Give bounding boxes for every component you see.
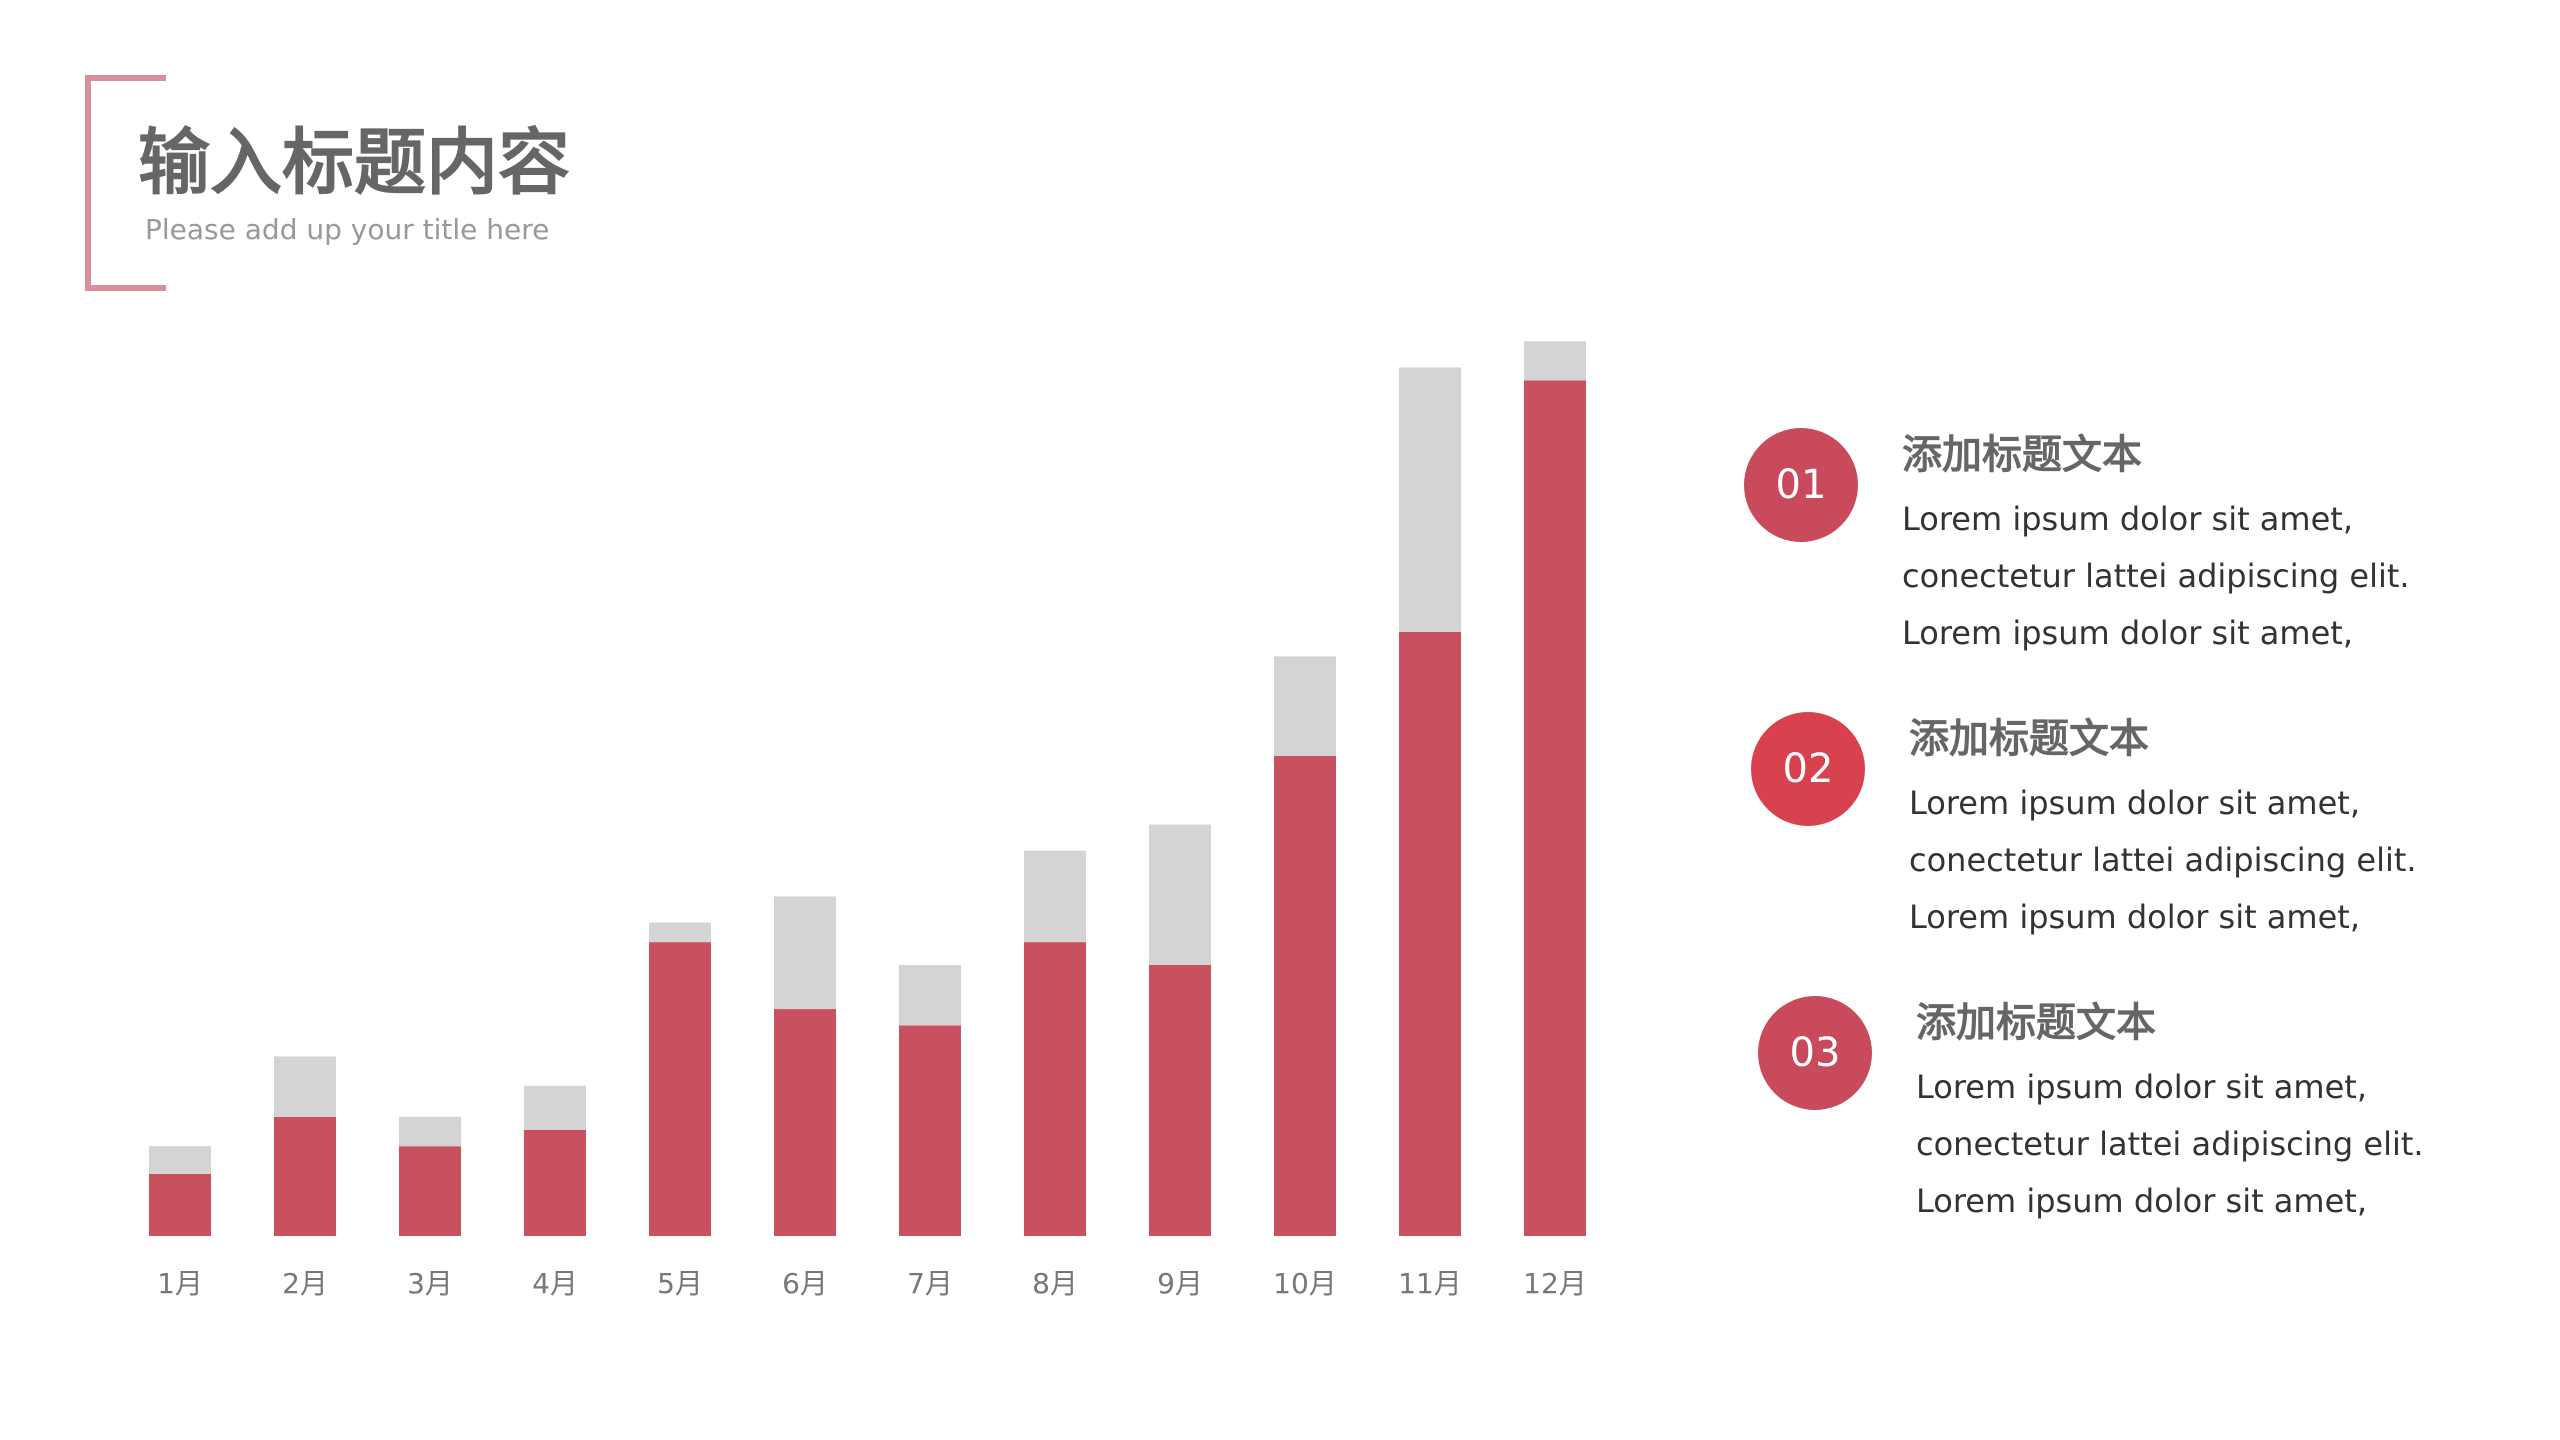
bar-segment — [149, 1173, 211, 1236]
item-line: conectetur lattei adipiscing elit. — [1916, 1125, 2424, 1163]
bar-segment — [1274, 656, 1336, 756]
bar-segment — [274, 1116, 336, 1236]
bar-segment — [1149, 964, 1211, 1236]
bar-segment — [524, 1085, 586, 1130]
bar-segment — [274, 1056, 336, 1117]
badge-number: 01 — [1776, 462, 1827, 508]
bar-segment — [899, 964, 961, 1026]
slide-subtitle: Please add up your title here — [145, 213, 549, 246]
badge-number: 02 — [1783, 746, 1834, 792]
item-line: Lorem ipsum dolor sit amet, — [1902, 500, 2353, 538]
bar-segment — [399, 1116, 461, 1147]
number-badge — [1758, 996, 1872, 1110]
slide-title: 输入标题内容 — [138, 121, 570, 205]
bar-segment — [149, 1146, 211, 1174]
item-line: Lorem ipsum dolor sit amet, — [1916, 1068, 2367, 1106]
bar-segment — [1399, 367, 1461, 632]
item-heading: 添加标题文本 — [1902, 432, 2142, 478]
bar-segment — [899, 1025, 961, 1236]
item-line: Lorem ipsum dolor sit amet, — [1916, 1182, 2367, 1220]
x-tick-label: 2月 — [282, 1267, 328, 1300]
x-tick-label: 3月 — [407, 1267, 453, 1300]
x-tick-label: 7月 — [907, 1267, 953, 1300]
x-tick-label: 9月 — [1157, 1267, 1203, 1300]
bar-segment — [524, 1129, 586, 1236]
item-line: conectetur lattei adipiscing elit. — [1909, 841, 2417, 879]
item-line: Lorem ipsum dolor sit amet, — [1902, 614, 2353, 652]
item-line: Lorem ipsum dolor sit amet, — [1909, 784, 2360, 822]
item-line: Lorem ipsum dolor sit amet, — [1909, 898, 2360, 936]
bar-segment — [774, 896, 836, 1010]
title-bracket — [85, 75, 166, 291]
bar-segment — [399, 1146, 461, 1236]
bar-segment — [1399, 631, 1461, 1236]
x-tick-label: 6月 — [782, 1267, 828, 1300]
x-tick-label: 11月 — [1398, 1267, 1462, 1300]
x-tick-label: 10月 — [1273, 1267, 1337, 1300]
item-heading: 添加标题文本 — [1909, 716, 2149, 762]
x-tick-label: 4月 — [532, 1267, 578, 1300]
x-tick-label: 5月 — [657, 1267, 703, 1300]
x-tick-label: 12月 — [1523, 1267, 1587, 1300]
bar-segment — [1149, 824, 1211, 965]
item-heading: 添加标题文本 — [1916, 1000, 2156, 1046]
badge-number: 03 — [1790, 1030, 1841, 1076]
bar-segment — [1024, 850, 1086, 943]
x-tick-label: 8月 — [1032, 1267, 1078, 1300]
bar-segment — [649, 942, 711, 1236]
bar-segment — [774, 1009, 836, 1236]
item-line: conectetur lattei adipiscing elit. — [1902, 557, 2410, 595]
bar-segment — [1024, 942, 1086, 1236]
bar-segment — [1274, 755, 1336, 1236]
bar-segment — [649, 922, 711, 943]
bar-segment — [1524, 341, 1586, 381]
number-badge — [1751, 712, 1865, 826]
number-badge — [1744, 428, 1858, 542]
bar-segment — [1524, 380, 1586, 1236]
x-tick-label: 1月 — [157, 1267, 203, 1300]
